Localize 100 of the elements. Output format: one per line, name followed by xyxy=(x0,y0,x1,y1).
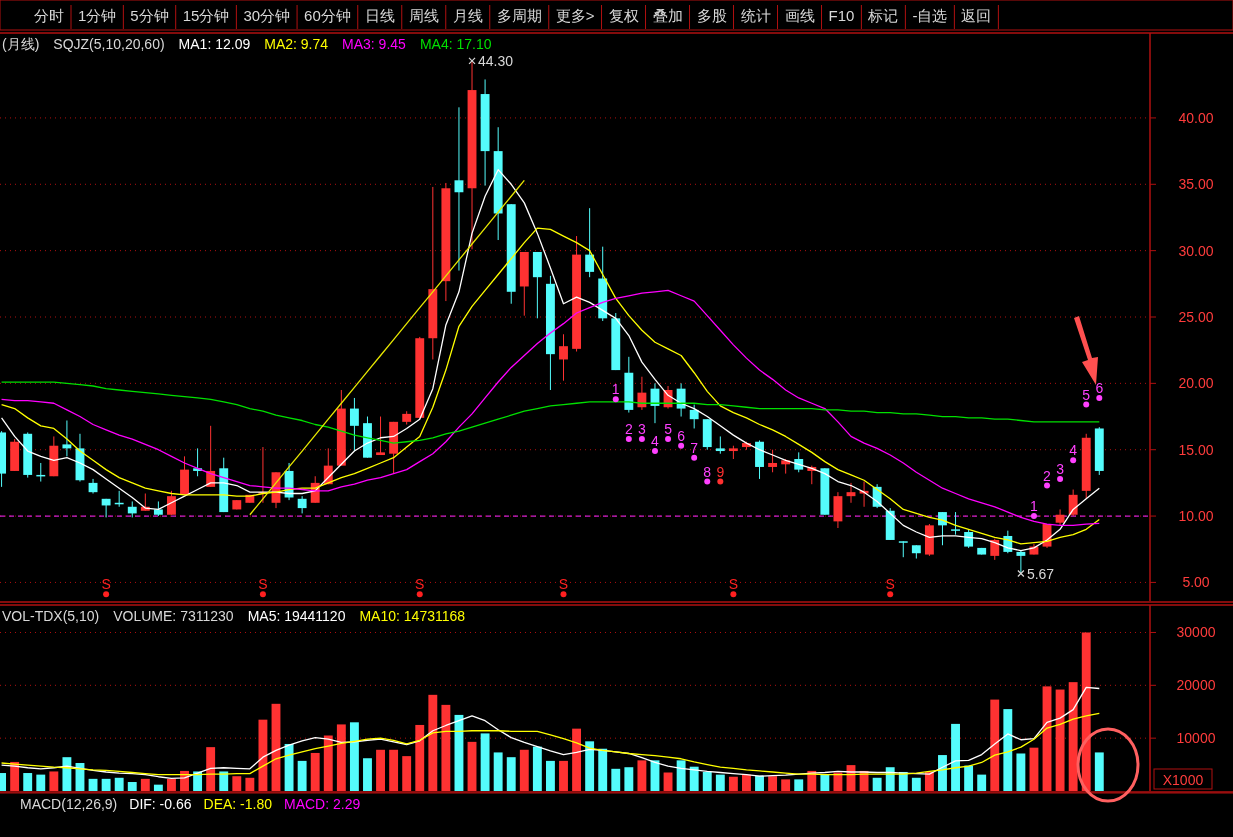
text: S xyxy=(728,576,739,593)
bar xyxy=(611,768,621,791)
text: MACD: 2.29 xyxy=(284,796,361,812)
bar xyxy=(598,748,608,791)
series-label: 8 xyxy=(703,463,712,480)
bar xyxy=(768,776,778,791)
chart-subtitle: SQJZ(5,10,20,60) xyxy=(53,36,165,52)
y-tick-label: 10000 xyxy=(1176,730,1216,747)
line-series xyxy=(0,686,1100,779)
text: MACD(12,26,9) xyxy=(20,796,118,812)
text: 统计 xyxy=(740,7,771,24)
bar xyxy=(297,760,307,791)
data-label: 5.67 xyxy=(1026,565,1055,582)
text: 复权 xyxy=(608,7,639,24)
bar xyxy=(820,774,830,791)
series-label: 7 xyxy=(690,439,699,456)
text: S xyxy=(101,576,111,593)
bar xyxy=(637,760,647,791)
bar xyxy=(245,777,255,791)
y-tick-label: 10.00 xyxy=(1178,508,1214,525)
text: DIF: -0.66 xyxy=(129,796,192,812)
bar xyxy=(10,761,20,791)
bar xyxy=(493,752,503,791)
text: 4 xyxy=(1069,442,1078,459)
text: MA4: 17.10 xyxy=(419,36,492,52)
text: MA1: 12.09 xyxy=(178,36,251,52)
bar xyxy=(323,735,333,791)
text: 周线 xyxy=(408,7,439,24)
point xyxy=(665,436,672,443)
y-tick-label: 15.00 xyxy=(1178,441,1214,458)
point xyxy=(416,591,423,598)
bar xyxy=(938,755,947,791)
bar xyxy=(911,777,921,791)
bar xyxy=(519,749,529,791)
text: 15分钟 xyxy=(182,7,230,24)
bar xyxy=(872,777,882,791)
bar xyxy=(742,774,751,791)
bar xyxy=(833,772,843,791)
bar xyxy=(480,733,490,791)
text: 5 xyxy=(1082,386,1091,403)
text: 1 xyxy=(611,381,620,398)
point xyxy=(625,436,632,443)
text: 5分钟 xyxy=(130,7,169,24)
bar xyxy=(781,779,791,791)
text: 画线 xyxy=(784,7,815,24)
bar xyxy=(545,760,555,791)
chart-title: (月线) xyxy=(2,36,40,52)
bar xyxy=(363,758,372,791)
text: MA2: 9.74 xyxy=(264,36,329,52)
point xyxy=(704,478,711,485)
bar xyxy=(1003,709,1013,791)
text: 日线 xyxy=(364,7,395,24)
bar xyxy=(402,756,412,791)
y-tick-label: 35.00 xyxy=(1178,176,1214,193)
bar xyxy=(467,741,477,791)
bar xyxy=(62,757,72,791)
bar xyxy=(140,778,150,791)
bar xyxy=(977,774,987,791)
bar xyxy=(153,784,163,791)
bar xyxy=(1081,632,1091,791)
series-label: S xyxy=(558,576,569,593)
point xyxy=(1083,401,1090,408)
line-series xyxy=(249,179,525,516)
text: F10 xyxy=(828,7,855,24)
series-label: 9 xyxy=(716,463,725,480)
bar xyxy=(990,699,1000,791)
point xyxy=(651,448,658,455)
point xyxy=(638,436,645,443)
bar xyxy=(924,771,934,791)
y-tick-label: 40.00 xyxy=(1178,109,1214,126)
y-axis-title: X1000 xyxy=(1162,772,1204,788)
series-label: 3 xyxy=(1056,460,1065,477)
bar xyxy=(702,771,712,791)
bar xyxy=(206,747,216,791)
series-label: 1 xyxy=(1030,498,1039,515)
bar xyxy=(114,777,124,791)
bar xyxy=(101,778,111,791)
chart-subtitle: VOL-TDX(5,10) xyxy=(2,608,100,624)
bar xyxy=(676,760,686,791)
bar xyxy=(559,760,568,791)
text: 6 xyxy=(677,427,686,444)
bar xyxy=(441,704,451,791)
bar xyxy=(1055,689,1065,791)
text: 30分钟 xyxy=(243,7,291,24)
text: DEA: -1.80 xyxy=(203,796,273,812)
text: MA5: 19441120 xyxy=(247,608,346,624)
bar xyxy=(951,723,960,791)
point xyxy=(691,454,698,461)
y-tick-label: 20000 xyxy=(1176,677,1216,694)
line-series xyxy=(0,712,1100,776)
text: -自选 xyxy=(912,7,948,24)
series-label: 4 xyxy=(651,433,660,450)
text: S xyxy=(415,576,425,593)
bar xyxy=(532,746,542,791)
series-label: 5 xyxy=(664,421,673,438)
bar xyxy=(794,779,804,791)
bar xyxy=(689,766,699,791)
bar xyxy=(219,771,229,791)
bar xyxy=(624,767,634,791)
point xyxy=(103,591,110,598)
